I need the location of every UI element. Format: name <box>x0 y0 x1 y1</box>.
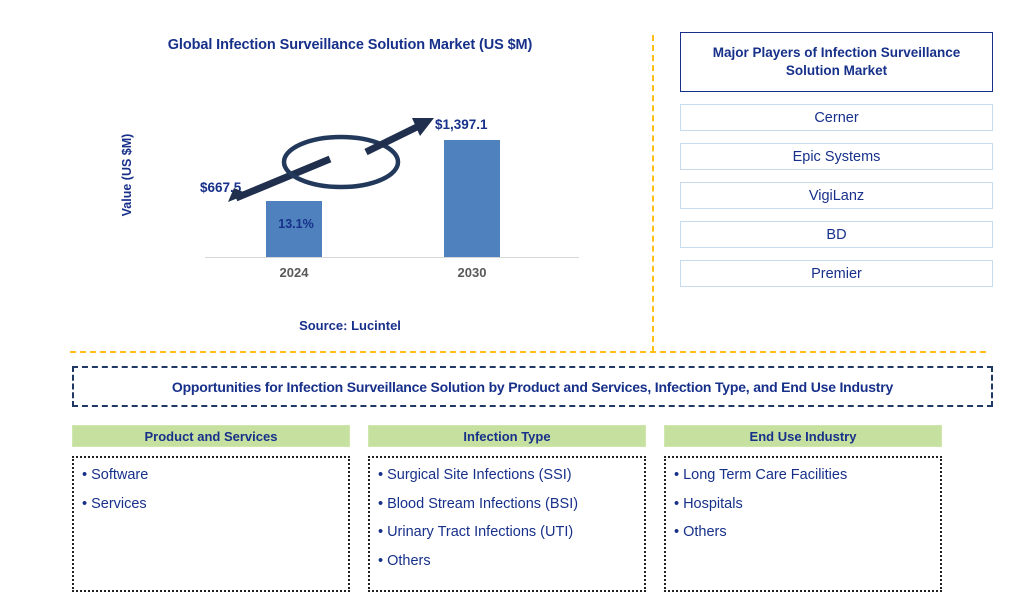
list-item-label: Others <box>387 552 431 569</box>
bar-2024 <box>266 201 322 257</box>
bullet-icon: • <box>378 467 384 483</box>
segment-header: Infection Type <box>368 425 646 447</box>
bullet-icon: • <box>674 495 680 512</box>
bullet-icon: • <box>674 524 680 540</box>
list-item-label: Blood Stream Infections (BSI) <box>387 495 579 512</box>
segment-column-end-use-industry: End Use Industry • Long Term Care Facilit… <box>664 425 942 592</box>
bullet-icon: • <box>378 495 384 512</box>
horizontal-divider <box>70 351 986 353</box>
major-players-header: Major Players of Infection Surveillance … <box>680 32 993 92</box>
bullet-icon: • <box>674 467 680 483</box>
segment-list: • Surgical Site Infections (SSI) • Blood S… <box>368 456 646 592</box>
vertical-divider <box>652 35 654 352</box>
player-row: BD <box>680 221 993 248</box>
list-item-label: Services <box>91 495 147 512</box>
list-item: • Surgical Site Infections (SSI) <box>378 468 638 483</box>
list-item: • Others <box>674 525 934 540</box>
list-item: • Hospitals <box>674 495 934 512</box>
bar-value-2030: $1,397.1 <box>435 117 488 132</box>
player-row: VigiLanz <box>680 182 993 209</box>
segment-list: • Software • Services <box>72 456 350 592</box>
bullet-icon: • <box>378 524 384 540</box>
opportunities-title: Opportunities for Infection Surveillance… <box>171 378 894 395</box>
list-item: • Services <box>82 495 342 512</box>
bar-value-2024: $667.5 <box>200 180 242 195</box>
major-players-panel: Major Players of Infection Surveillance … <box>680 32 993 287</box>
list-item-label: Long Term Care Facilities <box>683 467 848 483</box>
x-tick-2030: 2030 <box>457 265 487 280</box>
bar-2030 <box>444 140 500 257</box>
player-row: Premier <box>680 260 993 287</box>
player-name: BD <box>826 226 847 243</box>
segment-column-infection-type: Infection Type • Surgical Site Infections… <box>368 425 646 592</box>
bullet-icon: • <box>82 495 88 512</box>
player-name: Epic Systems <box>792 148 881 165</box>
player-name: Cerner <box>814 109 859 126</box>
player-name: VigiLanz <box>808 187 865 204</box>
player-row: Cerner <box>680 104 993 131</box>
bullet-icon: • <box>378 552 384 569</box>
list-item-label: Surgical Site Infections (SSI) <box>387 467 572 483</box>
segment-column-product-and-services: Product and Services • Software • Services <box>72 425 350 592</box>
player-row: Epic Systems <box>680 143 993 170</box>
player-name: Premier <box>811 265 862 282</box>
source-label: Source: Lucintel <box>299 318 401 333</box>
market-chart-panel: Global Infection Surveillance Solution M… <box>70 20 630 350</box>
chart-title: Global Infection Surveillance Solution M… <box>167 37 533 53</box>
segment-header: Product and Services <box>72 425 350 447</box>
chart-plot-area: Value (US $M) $667.5 $1,397.1 2024 2030 … <box>70 80 630 280</box>
list-item-label: Urinary Tract Infections (UTI) <box>387 524 574 540</box>
segment-header: End Use Industry <box>664 425 942 447</box>
opportunities-banner: Opportunities for Infection Surveillance… <box>72 366 993 407</box>
list-item: • Long Term Care Facilities <box>674 468 934 483</box>
list-item: • Others <box>378 552 638 569</box>
list-item-label: Hospitals <box>683 495 743 512</box>
list-item-label: Software <box>91 467 149 483</box>
list-item: • Blood Stream Infections (BSI) <box>378 495 638 512</box>
y-axis-label: Value (US $M) <box>120 133 134 217</box>
list-item: • Urinary Tract Infections (UTI) <box>378 525 638 540</box>
bullet-icon: • <box>82 467 88 483</box>
cagr-value-label: 13.1% <box>278 217 314 231</box>
segments-row: Product and Services • Software • Services… <box>72 425 993 592</box>
x-tick-2024: 2024 <box>279 265 309 280</box>
x-axis-line <box>205 257 579 258</box>
list-item-label: Others <box>683 524 727 540</box>
list-item: • Software <box>82 468 342 483</box>
segment-list: • Long Term Care Facilities • Hospitals • O… <box>664 456 942 592</box>
